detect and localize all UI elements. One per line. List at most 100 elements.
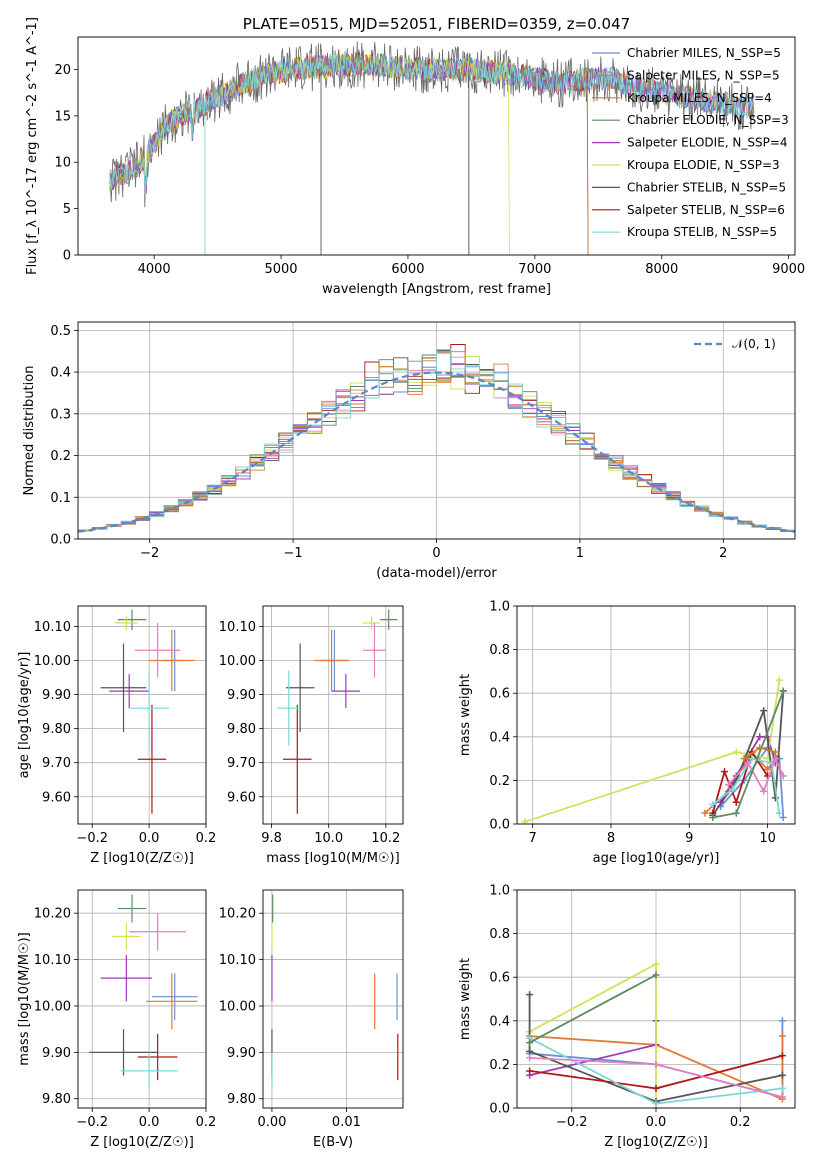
error-cross [114,616,138,630]
y-tick-label: 0.8 [489,927,510,942]
data-layer-mass_vs_Z [89,894,198,1090]
x-tick-label: 9000 [772,262,805,277]
legend-label: Chabrier ELODIE, N_SSP=3 [627,113,789,127]
x-axis-label: wavelength [Angstrom, rest frame] [322,282,551,297]
plot-weight_vs_age: 7 8 9 10 0.0 0.2 0.4 0.6 0.8 1.0 age [log10(age/yr… [458,600,796,866]
plot-age_vs_mass: 9.8 10.0 10.2 9.60 9.70 9.80 9.90 10.00 10.10 mas… [219,605,404,866]
y-tick-label: 0.0 [489,818,510,833]
x-axis-label: Z [log10(Z/Z☉)] [90,851,194,866]
spectrum-line [109,51,755,194]
spectrum-line [109,53,755,193]
legend-label: Kroupa MILES, N_SSP=4 [627,91,772,105]
x-axis-label: mass [log10(M/M☉)] [266,851,399,866]
error-cross [129,670,170,746]
legend-label: Salpeter MILES, N_SSP=5 [627,68,780,82]
weight-marker [771,755,779,763]
legend-label: Chabrier MILES, N_SSP=5 [627,46,781,60]
plot-mass_vs_Z: −0.2 0.0 0.2 9.80 9.90 10.00 10.10 10.20 Z [log1… [17,889,216,1150]
weight-marker [732,748,740,756]
error-cross [277,670,301,746]
weight-marker [760,787,768,795]
y-axis-label: mass weight [458,958,473,1040]
x-tick-label: 0.2 [730,1115,751,1130]
y-tick-label: 10.10 [219,620,256,635]
error-cross [89,1029,158,1076]
y-tick-label: 9.60 [42,790,71,805]
y-tick-label: 0.5 [50,324,71,339]
error-cross [100,954,152,1002]
weight-marker [778,1052,786,1060]
x-tick-label: −0.2 [76,831,108,846]
legend-label: Kroupa ELODIE, N_SSP=3 [627,158,780,172]
plot-weight_vs_Z: −0.2 0.0 0.2 0.0 0.2 0.4 0.6 0.8 1.0 Z [log10(Z/Z… [458,884,796,1150]
error-cross [129,913,187,951]
y-tick-label: 9.70 [42,756,71,771]
plot-mass_vs_ebv: 0.00 0.01 9.80 9.90 10.00 10.10 10.20 E(B-V) [219,889,404,1150]
weight-marker [756,733,764,741]
spectrum-line [109,41,755,208]
x-tick-label: 10.2 [371,831,400,846]
weight-marker [740,755,748,763]
error-cross [285,643,315,733]
y-tick-label: 10.00 [219,654,256,669]
weight-line [528,994,783,1103]
plot-residuals: −2 −1 0 1 2 0.0 0.1 0.2 0.3 0.4 0.5 (data-model)/er… [22,321,796,581]
legend-label: 𝒩(0, 1) [732,337,776,351]
x-axis-label: E(B-V) [313,1135,353,1150]
weight-marker [778,1071,786,1079]
normal-curve [78,371,795,533]
legend-label: Salpeter STELIB, N_SSP=6 [627,203,785,217]
x-tick-label: 10.0 [314,831,343,846]
x-axis-label: Z [log10(Z/Z☉)] [604,1135,708,1150]
weight-marker [732,798,740,806]
plot-frame [262,889,404,1109]
plot-spectrum: 4000 5000 6000 7000 8000 9000 0 5 10 15 20 waveleng… [25,15,805,297]
error-cross [134,623,181,678]
y-tick-label: 10.20 [34,907,71,922]
x-tick-label: 0 [432,546,440,561]
x-tick-label: −0.2 [556,1115,588,1130]
weight-marker [778,1093,786,1101]
error-cross [112,922,141,951]
error-cross [314,629,349,692]
histogram-step [78,363,795,532]
weight-marker [771,748,779,756]
x-tick-label: 10 [759,831,776,846]
y-axis-label: Flux [f_λ 10^-17 erg cm^-2 s^-1 A^-1] [25,17,40,275]
y-tick-label: 10.00 [34,999,71,1014]
y-tick-label: 10.00 [219,999,256,1014]
y-tick-label: 0.0 [50,533,71,548]
x-tick-label: 9 [685,831,693,846]
weight-marker [526,1047,534,1055]
plot-frame [262,605,404,825]
weight-marker [724,781,732,789]
error-cross [117,894,147,923]
y-tick-label: 9.80 [42,1092,71,1107]
weight-marker [744,759,752,767]
y-tick-label: 0.2 [489,1058,510,1073]
y-tick-label: 1.0 [489,600,510,615]
weight-marker [775,676,783,684]
x-tick-label: 0.2 [196,831,217,846]
x-tick-label: 7 [529,831,537,846]
x-tick-label: −2 [140,546,159,561]
spectrum-line [109,52,510,255]
y-tick-label: 15 [54,109,71,124]
error-cross [331,674,361,709]
data-layer-mass_vs_ebv [271,894,399,1090]
y-axis-label: age [log10(age/yr)] [17,652,32,779]
y-tick-label: 10.10 [34,620,71,635]
x-tick-label: 7000 [518,262,551,277]
weight-marker [709,813,717,821]
y-tick-label: 0.3 [50,407,71,422]
y-tick-label: 10.10 [34,953,71,968]
x-tick-label: 5000 [264,262,297,277]
weight-marker [652,1100,660,1108]
error-cross [151,973,198,1020]
weight-marker [652,1060,660,1068]
weight-marker [778,1032,786,1040]
plot-frame [77,605,207,825]
data-layer-weight_vs_Z [526,960,786,1108]
x-tick-label: 0.00 [257,1115,286,1130]
weight-line [529,974,657,1044]
